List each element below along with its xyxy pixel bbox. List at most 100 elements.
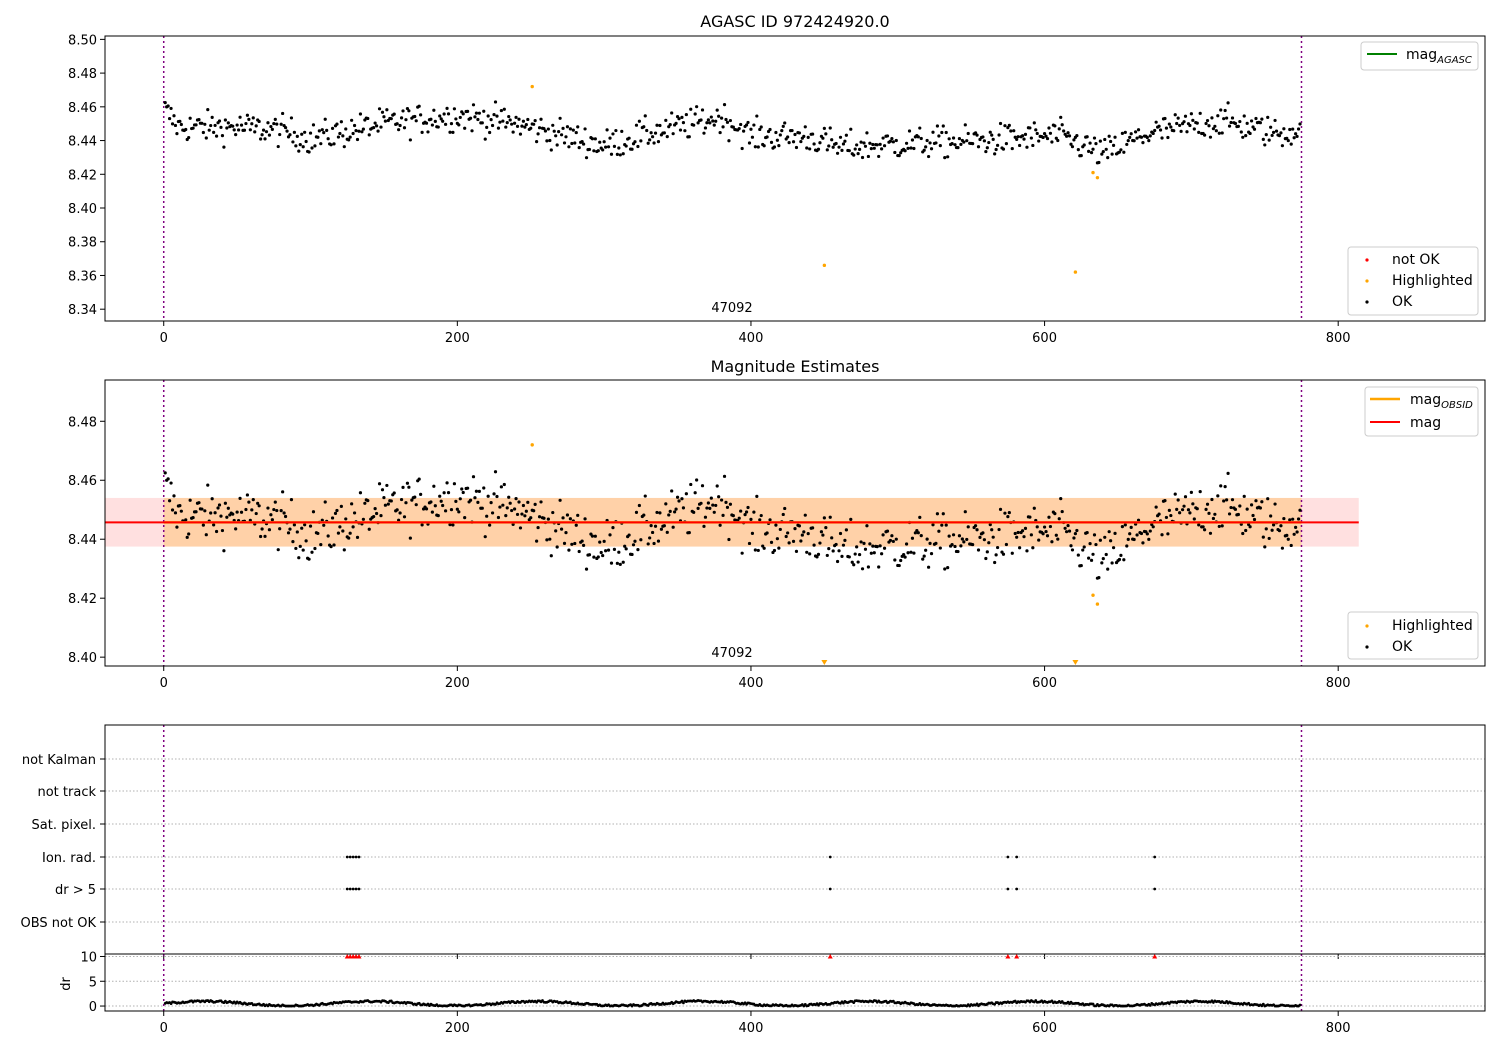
p2-ok-point: [476, 500, 480, 504]
p3-flag-point: [828, 855, 832, 859]
p2-ok-point: [495, 494, 499, 499]
p2-ok-point: [1192, 517, 1196, 521]
p1-ok-point: [957, 136, 962, 141]
p3-flag-point: [1015, 855, 1019, 859]
p1-ok-point: [1100, 152, 1104, 156]
p2-ok-point: [405, 481, 410, 485]
p1-ok-point: [937, 134, 941, 138]
p1-ok-point: [551, 123, 555, 127]
p1-ok-point: [919, 136, 923, 141]
p1-ok-point: [288, 133, 292, 137]
p2-ok-point: [185, 535, 189, 539]
p2-ok-point: [1145, 532, 1149, 536]
p1-ok-point: [1020, 134, 1025, 138]
p2-ok-point: [308, 524, 313, 528]
p1-ok-point: [926, 154, 931, 159]
p1-ok-point: [976, 145, 981, 149]
p1-ok-point: [568, 127, 572, 131]
p2-ok-point: [163, 471, 167, 475]
p1-ok-point: [830, 138, 834, 142]
p3-row-label: not track: [37, 785, 96, 800]
p2-ok-point: [1001, 552, 1006, 556]
p2-ok-point: [294, 546, 298, 551]
p2-ok-point: [404, 501, 408, 505]
p1-ok-point: [891, 140, 895, 144]
p1-ok-point: [272, 121, 276, 126]
p1-ok-point: [448, 130, 452, 134]
p1-ok-point: [899, 151, 903, 155]
p2-ok-point: [341, 529, 345, 533]
p1-ok-point: [696, 121, 700, 125]
p2-ok-point: [270, 518, 274, 522]
p3-row-label: dr > 5: [55, 883, 96, 898]
p2-ok-point: [1294, 525, 1298, 529]
p2-ok-point: [298, 544, 302, 548]
p2-ok-point: [705, 506, 709, 510]
p1-ok-point: [477, 111, 481, 115]
p2-ok-point: [649, 523, 653, 528]
p2-ok-point: [1223, 485, 1227, 489]
p1-ok-point: [885, 134, 890, 138]
panel-magnitude-frame: [104, 379, 1486, 667]
p3-flag-point: [1006, 855, 1010, 859]
p2-ok-point: [295, 530, 299, 534]
p1-ok-point: [793, 132, 797, 137]
p1-ok-point: [909, 146, 913, 150]
p1-ok-point: [505, 121, 509, 125]
p1-ok-point: [951, 136, 956, 140]
p1-ok-point: [392, 112, 396, 116]
p2-highlighted-point: [530, 443, 534, 447]
p2-ok-point: [633, 539, 637, 543]
p1-ok-point: [206, 108, 210, 112]
p2-ok-point: [1154, 505, 1158, 509]
p1-ok-point: [984, 149, 988, 154]
p3-flag-point: [351, 887, 355, 891]
p2-ok-point: [310, 550, 314, 554]
p2-ok-point: [909, 550, 913, 554]
p1-ok-point: [204, 136, 208, 140]
p2-ok-point: [646, 542, 650, 546]
p2-ok-point: [684, 492, 688, 496]
p2-ok-point: [392, 491, 396, 495]
p2-ok-point: [297, 556, 301, 560]
p1-ok-point: [1189, 112, 1193, 116]
p2-ok-point: [1258, 506, 1262, 510]
legend-label-not-ok: not OK: [1392, 252, 1440, 268]
p2-offscale-marker: [1072, 660, 1079, 665]
p2-ok-point: [822, 516, 826, 520]
p2-ok-point: [852, 563, 856, 567]
p2-ok-point: [1208, 531, 1213, 535]
p2-ok-point: [1251, 513, 1255, 518]
p2-ok-point: [332, 543, 336, 547]
p2-ok-point: [1189, 490, 1193, 494]
p1-ok-point: [1261, 137, 1265, 141]
p1-ok-point: [894, 138, 898, 143]
p2-ok-point: [1004, 542, 1009, 547]
p1-ok-point: [357, 129, 361, 133]
p2-ok-point: [536, 525, 540, 530]
p2-ok-point: [1056, 537, 1060, 541]
p1-ok-point: [489, 118, 493, 122]
p1-ok-point: [997, 133, 1001, 137]
p1-ok-point: [521, 119, 526, 123]
p1-ok-point: [966, 131, 970, 136]
p1-ok-point: [1208, 135, 1213, 139]
p1-ok-point: [1113, 135, 1117, 139]
p1-ytick-label-5: 8.44: [68, 135, 97, 150]
p1-ok-point: [827, 144, 831, 148]
p1-ok-point: [750, 135, 755, 139]
p1-ok-point: [711, 119, 715, 123]
p2-ok-point: [894, 537, 898, 541]
p2-ok-point: [1003, 511, 1007, 515]
p1-ok-point: [869, 146, 873, 151]
p2-ok-point: [728, 502, 733, 506]
p2-ok-point: [565, 513, 570, 517]
p4-xtick-label-200: 200: [445, 1021, 470, 1036]
p2-ok-point: [300, 526, 304, 530]
p1-ok-point: [1067, 134, 1072, 138]
p1-ok-point: [794, 145, 799, 150]
p1-ok-point: [692, 123, 696, 127]
p1-ok-point: [1185, 130, 1189, 134]
p2-ok-point: [878, 544, 882, 548]
p1-ok-point: [545, 139, 549, 143]
